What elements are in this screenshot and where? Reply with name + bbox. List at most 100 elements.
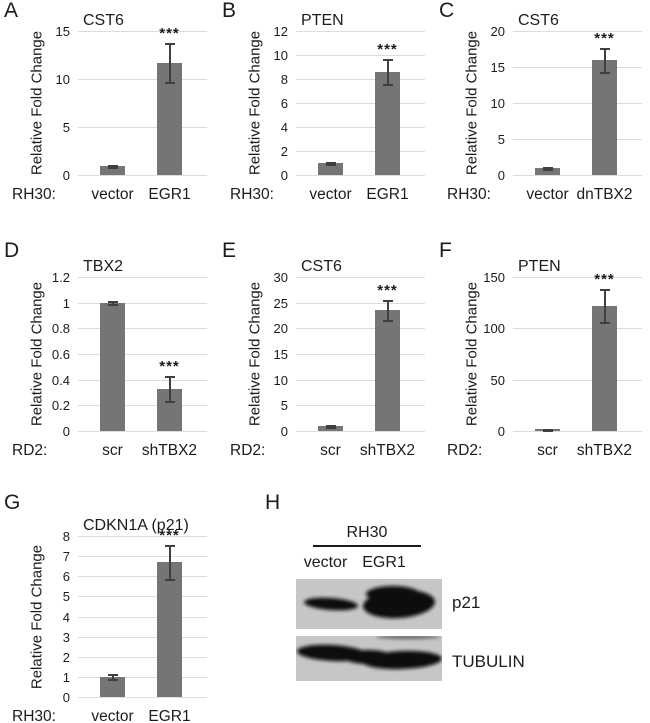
p21-blot-svg <box>296 579 442 629</box>
error-bar <box>168 375 171 402</box>
y-tick-label: 5 <box>280 398 288 414</box>
y-tick-label: 0 <box>62 690 70 705</box>
error-bar <box>603 47 606 73</box>
gridline <box>78 676 207 678</box>
error-bar-cap-top <box>164 375 175 378</box>
significance-stars: *** <box>159 527 180 545</box>
y-tick-label: 0 <box>497 168 505 183</box>
cell-line-label: RD2: <box>12 442 48 459</box>
y-tick-label: 5 <box>62 120 70 135</box>
panel-g-chart: G CDKN1A (p21) Relative Fold Change 0 1 2 3 4 5 6… <box>0 470 216 723</box>
p21-band-egr1-top <box>366 586 420 602</box>
cell-line-label: RD2: <box>230 442 266 459</box>
gridline <box>296 277 425 278</box>
gridline <box>513 379 642 381</box>
x-category-label: vector <box>91 708 134 723</box>
error-bar-cap-top <box>542 428 553 431</box>
error-bar <box>111 674 114 680</box>
blot-edge-artifact <box>376 635 440 639</box>
error-bar-cap-bottom <box>325 427 336 430</box>
error-bar-cap-top <box>325 424 336 427</box>
cell-line-underline <box>313 545 421 547</box>
error-bar-cap-top <box>599 47 610 50</box>
y-tick-label: 0.4 <box>51 372 70 388</box>
panel-a-chart: A CST6 Relative Fold Change 0 5 10 15 vector ***… <box>0 0 216 230</box>
y-tick-label: 100 <box>483 321 505 337</box>
chart-title: TBX2 <box>83 258 124 275</box>
x-category-label: dnTBX2 <box>576 186 633 203</box>
x-category-label: EGR1 <box>148 186 191 203</box>
gridline <box>78 79 207 80</box>
cell-line-label: RH30: <box>447 186 491 203</box>
y-tick-label: 15 <box>273 347 288 362</box>
blot-cell-line-label: RH30 <box>346 524 388 541</box>
gridline <box>296 55 425 56</box>
p21-blot-image <box>296 579 442 629</box>
gridline <box>296 431 425 432</box>
error-bar-cap-top <box>542 166 553 169</box>
p21-band-vector <box>304 597 358 611</box>
error-bar-cap-bottom <box>107 679 118 682</box>
y-tick-label: 30 <box>273 270 288 285</box>
gridline <box>78 328 207 330</box>
error-bar-cap-top <box>107 301 118 304</box>
bar-shTBX2 <box>375 309 400 431</box>
y-tick-label: 2 <box>280 144 288 159</box>
gridline <box>78 277 207 278</box>
tubulin-band-egr1 <box>362 650 442 670</box>
y-tick-label: 15 <box>55 24 70 39</box>
bar-vector <box>535 167 560 175</box>
error-bar-cap-top <box>325 162 336 165</box>
bar-scr <box>100 302 125 431</box>
error-bar-cap-bottom <box>325 163 336 166</box>
gridline <box>78 175 207 176</box>
chart-title: PTEN <box>518 258 561 275</box>
gridline <box>513 328 642 330</box>
gridline <box>78 656 207 658</box>
y-tick-label: 25 <box>273 295 288 311</box>
gridline <box>78 127 207 128</box>
error-bar-cap-top <box>382 299 393 302</box>
gridline <box>513 103 642 104</box>
error-bar <box>168 545 171 580</box>
x-category-label: scr <box>102 442 123 459</box>
gridline <box>78 556 207 558</box>
bar-EGR1 <box>157 562 182 697</box>
y-tick-label: 5 <box>497 132 505 147</box>
gridline <box>513 139 642 140</box>
gridline <box>78 31 207 32</box>
error-bar-cap-bottom <box>542 168 553 171</box>
gridline <box>78 302 207 304</box>
gridline <box>296 379 425 381</box>
gridline <box>296 302 425 304</box>
cell-line-label: RD2: <box>447 442 483 459</box>
error-bar-cap-bottom <box>107 167 118 170</box>
panel-d-chart: D TBX2 Relative Fold Change 0 0.2 0.4 0.6 0.8 1 1… <box>0 230 216 470</box>
chart-title: CST6 <box>83 12 124 29</box>
error-bar-cap-bottom <box>164 579 175 582</box>
y-tick-label: 0 <box>497 424 505 439</box>
panel-b-chart: B PTEN Relative Fold Change 0 2 4 6 8 10 12 vector… <box>218 0 434 230</box>
gridline <box>78 379 207 381</box>
panel-letter-g: G <box>4 491 21 514</box>
panel-c-chart: C CST6 Relative Fold Change 0 5 10 15 20 vector *… <box>435 0 650 230</box>
significance-stars: *** <box>159 357 180 375</box>
gridline <box>513 431 642 432</box>
y-tick-label: 6 <box>62 569 70 585</box>
gridline <box>78 616 207 618</box>
gridline <box>296 151 425 152</box>
error-bar-cap-bottom <box>599 72 610 75</box>
gridline <box>513 277 642 278</box>
significance-stars: *** <box>377 281 398 299</box>
gridline <box>296 175 425 176</box>
lane-label-vector: vector <box>303 554 348 571</box>
y-tick-label: 10 <box>55 72 70 87</box>
y-tick-label: 15 <box>490 60 505 75</box>
error-bar-cap-bottom <box>382 84 393 87</box>
p21-band-label: p21 <box>452 593 481 612</box>
y-tick-label: 20 <box>273 321 288 337</box>
gridline <box>78 596 207 598</box>
y-tick-label: 12 <box>273 24 288 39</box>
bar-vector <box>100 165 125 175</box>
gridline <box>78 354 207 355</box>
